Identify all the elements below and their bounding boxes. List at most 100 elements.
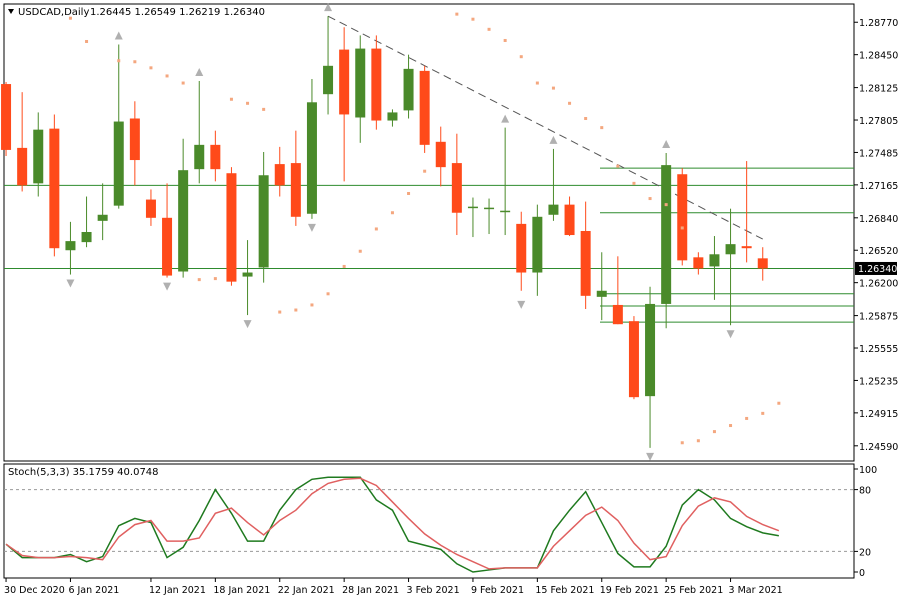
- candle[interactable]: [355, 35, 366, 143]
- candle[interactable]: [210, 130, 221, 182]
- candle[interactable]: [693, 252, 704, 275]
- candle[interactable]: [757, 247, 768, 281]
- candle-body: [162, 217, 173, 276]
- candle[interactable]: [178, 138, 189, 278]
- candle[interactable]: [306, 78, 317, 219]
- candle[interactable]: [580, 201, 591, 310]
- candle-body: [113, 121, 124, 206]
- time-tick-label: 19 Feb 2021: [600, 585, 659, 596]
- candle[interactable]: [290, 130, 301, 226]
- candle-body: [516, 223, 527, 273]
- candle[interactable]: [65, 221, 76, 275]
- price-tick-label: 1.26520: [859, 246, 898, 257]
- candle[interactable]: [628, 316, 639, 400]
- candle[interactable]: [339, 27, 350, 182]
- candle[interactable]: [162, 183, 173, 278]
- fractal-up-arrow: [549, 135, 558, 144]
- parabolic-sar-group: [68, 12, 781, 445]
- candle[interactable]: [532, 204, 543, 296]
- trendline-group: [327, 15, 763, 240]
- trendline[interactable]: [327, 15, 763, 240]
- candle[interactable]: [548, 148, 559, 221]
- candle[interactable]: [226, 167, 237, 286]
- candle[interactable]: [129, 101, 140, 186]
- candle[interactable]: [49, 114, 60, 257]
- candle[interactable]: [274, 146, 285, 197]
- ohlc-readout: 1.26445 1.26549 1.26219 1.26340: [90, 7, 265, 18]
- psar-dot: [326, 292, 330, 296]
- psar-dot: [262, 107, 266, 111]
- candle[interactable]: [451, 133, 462, 236]
- psar-dot: [407, 191, 411, 195]
- candle[interactable]: [33, 112, 44, 197]
- candle[interactable]: [323, 16, 334, 115]
- stoch-tick-label: 0: [859, 568, 865, 579]
- stoch-label: Stoch(5,3,3) 35.1759 40.0748: [8, 467, 159, 478]
- psar-dot: [664, 203, 668, 207]
- candle-body: [258, 175, 269, 268]
- price-panel: [3, 3, 855, 462]
- candle[interactable]: [516, 211, 527, 291]
- psar-dot: [246, 101, 250, 105]
- price-tick-label: 1.28450: [859, 51, 898, 62]
- stochastic-group: 100 80 20 0: [4, 465, 877, 579]
- candle-body: [564, 204, 575, 236]
- candle[interactable]: [564, 196, 575, 237]
- psar-dot: [519, 55, 523, 59]
- candle-body: [709, 254, 720, 267]
- price-tick-label: 1.26840: [859, 214, 898, 225]
- candle[interactable]: [113, 44, 124, 209]
- candle-body: [500, 210, 511, 213]
- fractal-down-arrow: [66, 279, 75, 288]
- psar-dot: [229, 97, 233, 101]
- fractal-up-arrow: [662, 139, 671, 148]
- psar-dot: [680, 226, 684, 230]
- fractal-down-arrow: [646, 452, 655, 461]
- candle[interactable]: [145, 189, 156, 226]
- candle[interactable]: [17, 92, 28, 192]
- time-axis[interactable]: 30 Dec 2020 6 Jan 2021 12 Jan 2021 18 Jan 2…: [4, 578, 783, 596]
- symbol-menu-icon[interactable]: [8, 9, 14, 14]
- candle-body: [596, 290, 607, 297]
- psar-dot: [310, 303, 314, 307]
- psar-dot: [197, 278, 201, 282]
- psar-dot: [423, 169, 427, 173]
- candle-body: [194, 144, 205, 170]
- candle[interactable]: [709, 236, 720, 300]
- candle[interactable]: [97, 183, 108, 241]
- candle[interactable]: [81, 196, 92, 248]
- candle[interactable]: [612, 256, 623, 325]
- candle[interactable]: [467, 197, 478, 238]
- candle[interactable]: [403, 54, 414, 119]
- candle[interactable]: [661, 152, 672, 329]
- psar-dot: [729, 424, 733, 428]
- candle-body: [419, 70, 430, 145]
- candle-body: [306, 102, 317, 214]
- candle[interactable]: [242, 240, 253, 316]
- candle[interactable]: [677, 168, 688, 266]
- candle-body: [33, 129, 44, 184]
- candle[interactable]: [596, 252, 607, 321]
- candle-body: [81, 231, 92, 243]
- candle[interactable]: [725, 208, 736, 326]
- candle[interactable]: [500, 127, 511, 236]
- candle[interactable]: [741, 161, 752, 263]
- candle[interactable]: [419, 65, 430, 153]
- candle[interactable]: [258, 151, 269, 283]
- psar-dot: [712, 430, 716, 434]
- candle[interactable]: [194, 81, 205, 184]
- candle[interactable]: [371, 35, 382, 130]
- candle-body: [628, 321, 639, 398]
- time-tick-label: 28 Jan 2021: [342, 585, 399, 596]
- candle-body: [532, 216, 543, 273]
- candle[interactable]: [387, 109, 398, 127]
- price-tick-label: 1.27805: [859, 116, 898, 127]
- candle[interactable]: [1, 82, 12, 156]
- candle[interactable]: [484, 198, 495, 235]
- price-axis[interactable]: 1.28770 1.28450 1.28125 1.27805 1.27485 1.271…: [854, 18, 898, 453]
- candle[interactable]: [435, 126, 446, 187]
- candle[interactable]: [645, 286, 656, 448]
- time-tick-label: 30 Dec 2020: [4, 585, 65, 596]
- psar-dot: [85, 39, 89, 43]
